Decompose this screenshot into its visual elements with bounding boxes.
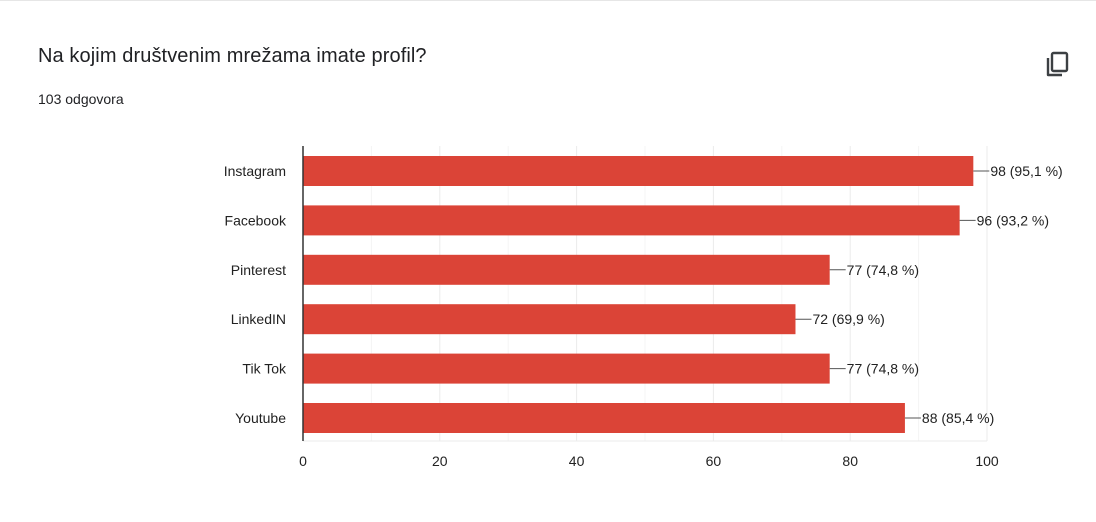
bar-instagram: [303, 156, 974, 186]
category-label: Pinterest: [231, 262, 286, 278]
x-tick-label: 80: [842, 453, 858, 469]
question-title: Na kojim društvenim mrežama imate profil…: [38, 45, 427, 67]
data-label: 77 (74,8 %): [847, 361, 919, 377]
data-label: 88 (85,4 %): [922, 410, 994, 426]
x-tick-label: 20: [432, 453, 448, 469]
category-label: LinkedIN: [231, 311, 286, 327]
category-label: Instagram: [224, 163, 286, 179]
bar-linkedin: [303, 304, 796, 335]
x-tick-label: 40: [569, 453, 585, 469]
bar-youtube: [303, 403, 905, 433]
response-count: 103 odgovora: [38, 91, 124, 107]
data-label: 96 (93,2 %): [977, 212, 1049, 228]
data-label: 77 (74,8 %): [847, 262, 919, 278]
x-tick-label: 60: [706, 453, 722, 469]
copy-chart-button[interactable]: [1040, 47, 1074, 81]
bar-pinterest: [303, 254, 830, 285]
data-label: 98 (95,1 %): [990, 163, 1062, 179]
x-tick-label: 100: [975, 453, 999, 469]
category-label: Facebook: [225, 212, 287, 228]
bar-facebook: [303, 205, 960, 236]
data-label: 72 (69,9 %): [812, 311, 884, 327]
x-tick-label: 0: [299, 453, 307, 469]
copy-icon: [1046, 51, 1069, 77]
category-label: Tik Tok: [242, 361, 287, 377]
category-label: Youtube: [235, 410, 286, 426]
bar-tik-tok: [303, 353, 830, 384]
